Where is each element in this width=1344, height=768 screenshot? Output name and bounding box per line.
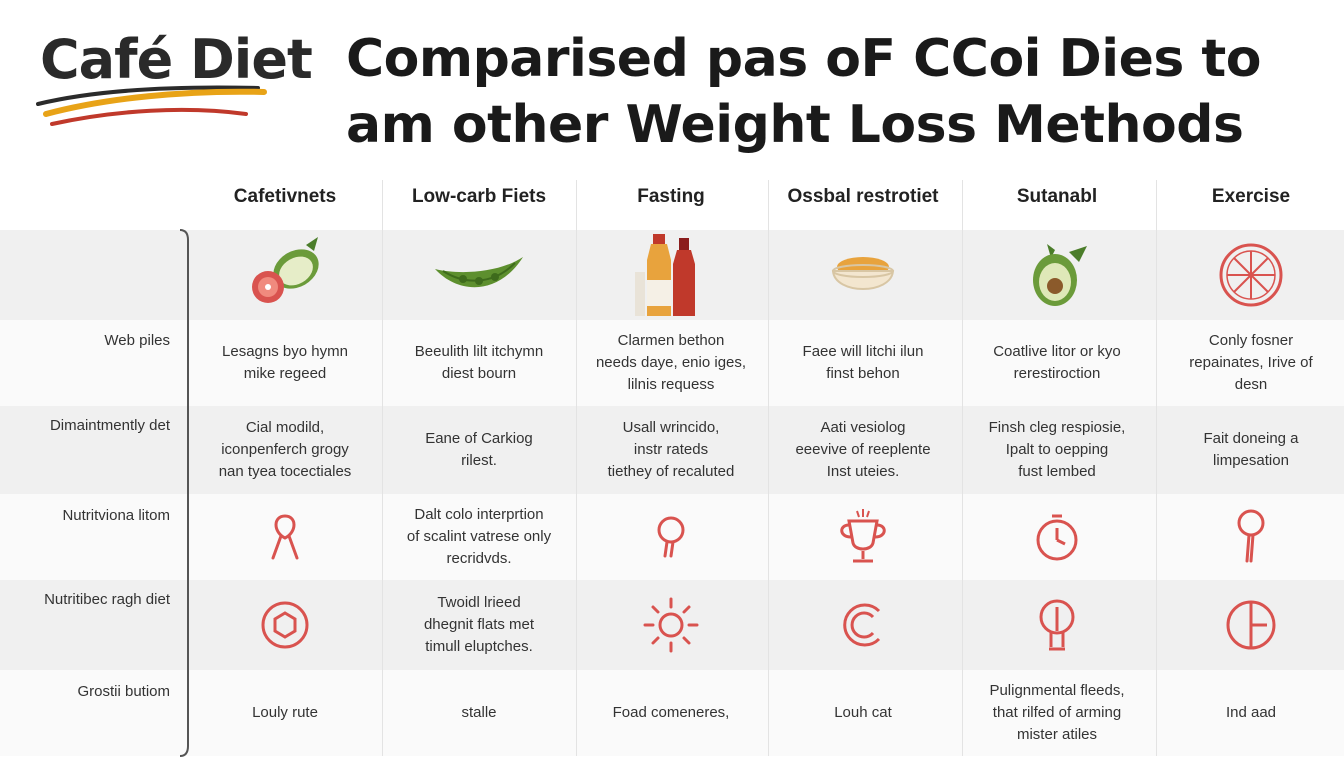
table-cell: Aati vesiolog eeevive of reeplente Inst … [795,419,931,480]
row-label-3: Nutritviona litom [62,507,170,524]
logo: Café Diet [36,22,313,132]
table-cell: stalle [461,704,497,721]
leaf-pod-icon [384,230,574,320]
row-bg-1 [0,320,1344,406]
table-cell: Dalt colo interprtion of scalint vatrese… [406,506,552,567]
column-divider [768,180,769,756]
column-header-2: Low-carb Fiets [411,186,547,207]
ribbon-icon [190,494,380,580]
column-divider [962,180,963,756]
table-cell: Lesagns byo hymn mike regeed [222,343,348,382]
stopwatch-icon [962,494,1152,580]
table-cell: Cial modild, iconpenferch grogy nan tyea… [218,419,352,480]
row-label-4: Nutritibec ragh diet [44,591,170,608]
column-divider [576,180,577,756]
circle-t-icon [1156,580,1344,670]
ring-icon [190,580,380,670]
column-header-3: Fasting [637,186,705,207]
page-title: Comparised pas oF CCoi Dies to am other … [346,26,1306,158]
column-divider [382,180,383,756]
bracket-icon [179,229,189,757]
lightbulb-icon [962,580,1152,670]
table-cell: Fait doneing a limpesation [1203,430,1299,469]
column-header-4: Ossbal restrotiet [787,186,939,207]
table-cell: Clarmen bethon needs daye, enio iges, li… [595,332,747,393]
column-header-6: Exercise [1211,186,1291,207]
sun-icon [576,580,766,670]
row-bg-4 [0,580,1344,670]
logo-text: Café Diet [40,28,313,91]
pin-icon [1156,494,1344,580]
logo-swoosh-icon [36,85,267,126]
citrus-slice-icon [1156,230,1344,320]
column-header-1: Cafetivnets [233,186,337,207]
table-cell: Eane of Carkiog rilest. [425,430,533,469]
page-title-line-2: am other Weight Loss Methods [346,95,1244,155]
row-label-2: Dimaintmently det [49,417,170,434]
bowl-icon [768,230,958,320]
column-divider [1156,180,1157,756]
table-cell: Pulignmental fleeds, that rilfed of armi… [989,682,1125,743]
row-bg-3 [0,494,1344,580]
page-title-line-1: Comparised pas oF CCoi Dies to [346,29,1261,89]
row-bg-2 [0,406,1344,494]
icon-row-bg [0,230,1344,320]
table-cell: Faee will litchi ilun finst behon [802,343,924,382]
drumstick-icon [576,494,766,580]
table-cell: Conly fosner repainates, Irive of desn [1189,332,1313,393]
fruit-icon [190,230,380,320]
table-cell: Twoidl lrieed dhegnit flats met timull e… [423,594,535,655]
row-label-5: Grostii butiom [77,683,170,700]
table-cell: Louly rute [252,704,318,721]
table-cell: Finsh cleg respiosie, Ipalt to oepping f… [988,419,1126,480]
row-label-1: Web piles [104,332,170,349]
row-bg-5 [0,670,1344,756]
copyright-c-icon [768,580,958,670]
bottles-icon [576,230,766,320]
table-cell: Foad comeneres, [612,704,730,721]
table-cell: Usall wrincido, instr rateds tiethey of … [607,419,735,480]
table-cell: Coatlive litor or kyo rerestiroction [993,343,1121,382]
column-header-5: Sutanabl [1016,186,1098,207]
table-cell: Louh cat [834,704,892,721]
trophy-cup-icon [768,494,958,580]
table-cell: Ind aad [1225,704,1277,721]
avocado-icon [962,230,1152,320]
table-cell: Beeulith lilt itchymn diest bourn [414,343,544,382]
